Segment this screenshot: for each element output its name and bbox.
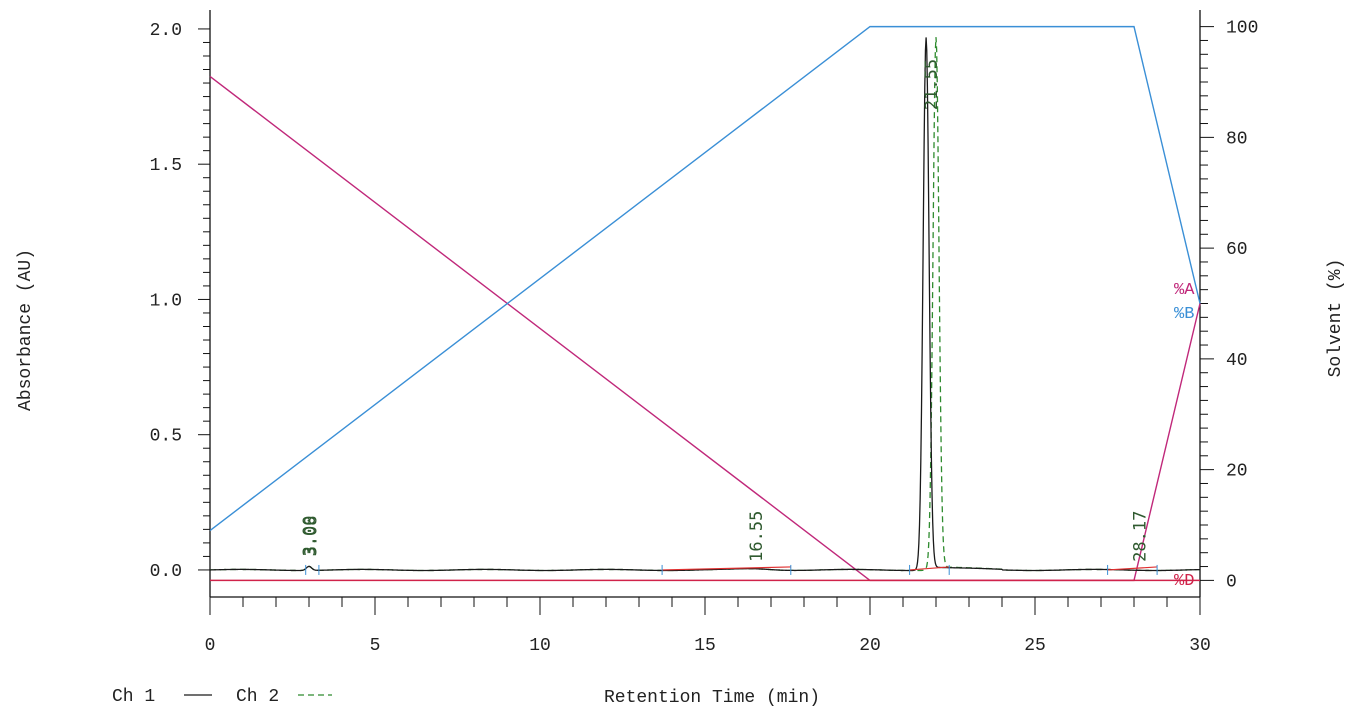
y2-tick-label: 60 [1226,240,1248,260]
x-tick-label: 5 [370,636,381,656]
y-tick-label: 0.5 [150,427,182,447]
x-axis-title: Retention Time (min) [604,688,820,708]
legend-label-ch1: Ch 1 [112,687,155,707]
legend-label-ch2: Ch 2 [236,687,279,707]
chart-marks [209,25,1201,582]
y2-tick-label: 40 [1226,351,1248,371]
y-tick-label: 1.5 [150,156,182,176]
y2-tick-label: 0 [1226,572,1237,592]
integration-baseline [662,566,791,571]
x-tick-label: 30 [1189,636,1211,656]
integration-baseline [1107,566,1158,571]
y2-axis-title: Solvent (%) [1326,259,1346,378]
solvent-label-d: %D [1174,572,1194,591]
axes [198,10,1214,615]
y2-tick-label: 80 [1226,129,1248,149]
peak-label: 3.08 [302,515,322,556]
x-tick-label: 20 [859,636,881,656]
legend: Ch 1 Ch 2 [112,687,332,707]
solvent-label-b: %B [1174,305,1194,324]
chart-labels: 0.0 0.5 1.0 1.5 2.0 0 20 40 60 80 100 0 5 10 15 20 25 30 3… [150,19,1259,656]
y-tick-label: 2.0 [150,21,182,41]
y-axis-title: Absorbance (AU) [16,249,36,411]
y-tick-label: 1.0 [150,291,182,311]
trace-ch1 [209,37,1201,572]
peak-label: 28.17 [1131,511,1151,562]
x-tick-label: 15 [694,636,716,656]
peak-label: 3.00 [300,515,320,556]
x-tick-label: 10 [529,636,551,656]
solvent-label-a: %A [1174,281,1195,300]
y2-tick-label: 20 [1226,462,1248,482]
trace-ch2 [209,37,1201,572]
y-tick-label: 0.0 [150,562,182,582]
solvent-line-b [209,25,1201,532]
x-tick-label: 25 [1024,636,1046,656]
y2-tick-label: 100 [1226,19,1258,39]
integration-baseline [909,566,950,571]
x-tick-label: 0 [205,636,216,656]
peak-label: 16.55 [747,511,767,562]
peak-label: 21.55 [922,59,942,110]
